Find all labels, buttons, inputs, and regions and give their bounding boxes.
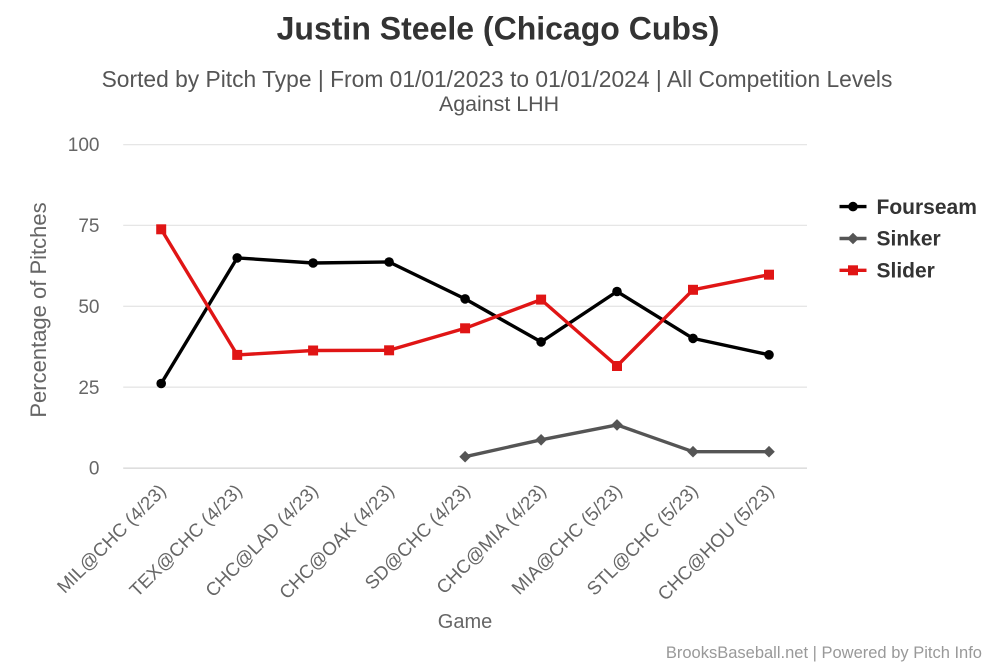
svg-text:75: 75	[78, 216, 99, 237]
svg-text:Sorted by Pitch Type | From 01: Sorted by Pitch Type | From 01/01/2023 t…	[102, 66, 893, 92]
svg-text:25: 25	[78, 378, 99, 399]
svg-text:Fourseam: Fourseam	[877, 196, 977, 219]
svg-text:Game: Game	[438, 611, 492, 633]
svg-text:0: 0	[89, 459, 100, 480]
svg-text:100: 100	[68, 135, 100, 156]
svg-text:Against LHH: Against LHH	[439, 92, 559, 116]
svg-text:Sinker: Sinker	[877, 228, 941, 251]
svg-text:BrooksBaseball.net | Powered b: BrooksBaseball.net | Powered by Pitch In…	[666, 644, 982, 662]
svg-text:Slider: Slider	[877, 260, 935, 283]
svg-text:Percentage of Pitches: Percentage of Pitches	[26, 202, 51, 417]
svg-text:50: 50	[78, 297, 99, 318]
svg-text:Justin Steele (Chicago Cubs): Justin Steele (Chicago Cubs)	[277, 11, 720, 47]
